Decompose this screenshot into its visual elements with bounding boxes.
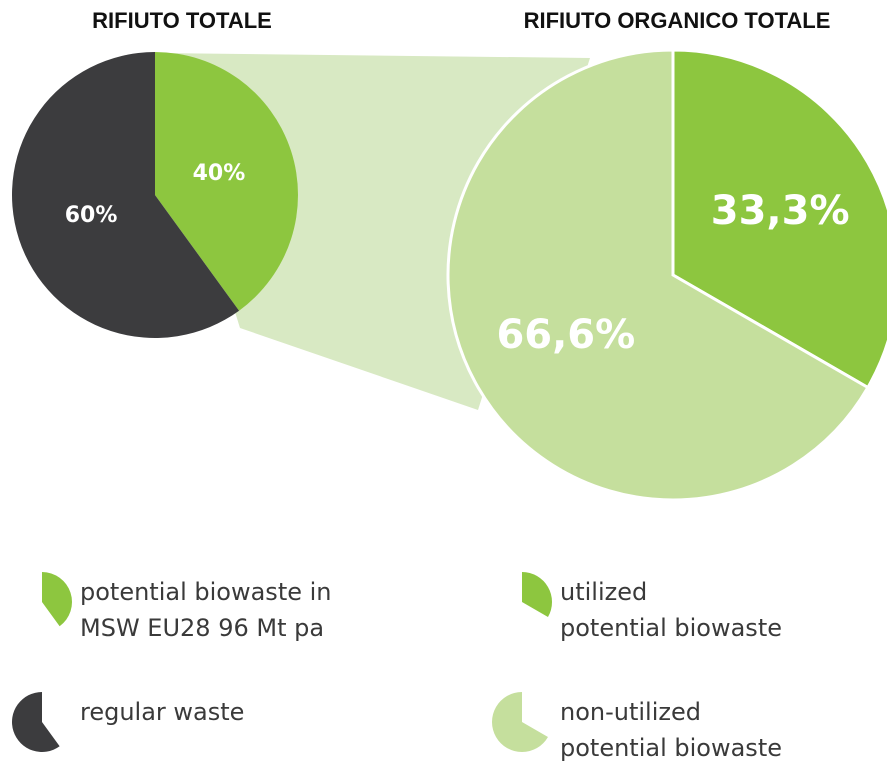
legend-icon <box>42 572 73 627</box>
legend-label: potential biowaste in MSW EU28 96 Mt pa <box>80 578 332 642</box>
legend-icon <box>12 692 60 753</box>
pie-slice <box>11 52 240 339</box>
chart-title: RIFIUTO ORGANICO TOTALE <box>524 8 831 33</box>
legend-icon <box>522 572 553 617</box>
value-label: 40% <box>193 161 246 186</box>
chart-title: RIFIUTO TOTALE <box>92 8 272 33</box>
pie-slice <box>671 48 887 390</box>
pie-slice <box>446 48 870 502</box>
value-label: 66,6% <box>496 312 635 358</box>
legend-label: non-utilized potential biowaste <box>560 698 782 762</box>
legend-icon <box>492 692 548 752</box>
legend-label: regular waste <box>80 698 245 726</box>
value-label: 60% <box>65 203 118 228</box>
value-label: 33,3% <box>711 188 850 234</box>
pie-slice <box>155 52 298 311</box>
legend-label: utilized potential biowaste <box>560 578 782 642</box>
